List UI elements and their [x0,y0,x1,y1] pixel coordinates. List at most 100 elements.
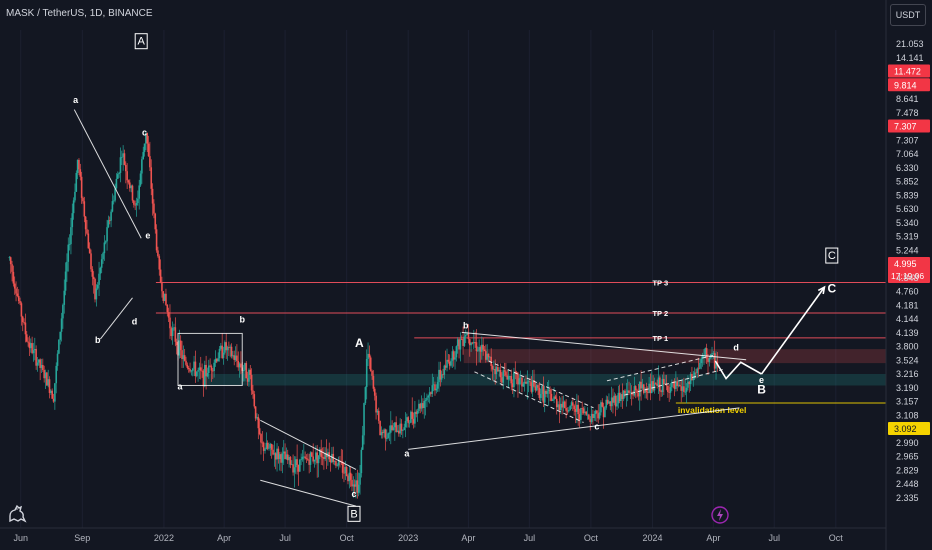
y-tick-label: 7.064 [896,149,919,159]
price-label-bg [888,78,930,92]
candle-body [210,366,213,371]
y-tick-label: 3.108 [896,410,919,420]
candle-body [430,392,432,394]
candle-body [475,342,478,352]
y-tick-label: 4.144 [896,314,919,324]
candle-body [582,408,585,414]
price-label-bg [888,64,930,78]
candle-body [625,392,628,394]
candle-body [673,382,676,389]
candle-body [207,365,210,374]
candle-body [444,365,447,368]
candle-body [507,376,510,380]
candle-body [589,419,592,423]
candle-body [474,342,476,343]
y-tick-label: 3.092 [894,424,917,434]
candle-body [88,248,91,254]
candle-body [262,442,265,451]
candle-body [114,188,116,201]
candle-body [375,395,377,413]
candle-body [368,353,371,358]
candle-body [80,176,83,198]
candle-body [356,480,359,493]
candle-body [305,458,308,459]
candle-body [16,293,19,296]
candle-body [460,339,463,341]
candle-body [510,376,513,384]
candle-body [249,369,252,375]
candle-body [561,403,563,408]
candle-body [410,411,412,423]
candle-body [145,132,147,144]
candle-body [514,371,517,373]
candle-body [708,358,711,362]
candle-body [173,327,175,329]
candle-body [13,283,16,289]
resistance-zone [463,349,886,364]
candle-body [402,430,404,431]
candle-body [713,353,716,369]
candle-body [610,397,613,407]
wave-label-b: b [95,335,101,345]
candle-body [341,461,344,473]
candle-body [205,364,207,377]
candle-body [363,403,365,436]
candle-body [112,200,115,202]
candle-body [486,353,488,360]
candle-body [695,372,697,374]
candle-body [17,295,20,302]
price-label-bg [888,257,930,283]
candle-body [347,476,349,482]
candle-body [680,386,683,391]
top-cutoff [888,26,930,32]
candle-body [320,449,323,457]
candle-body [300,459,302,461]
candle-body [50,390,52,393]
candle-body [86,229,88,234]
candle-body [697,368,700,370]
candle-body [139,173,142,186]
candle-body [523,381,526,384]
candle-body [127,180,130,183]
candle-body [217,358,219,362]
candle-body [147,143,150,157]
candle-body [273,453,276,455]
candle-body [494,369,496,375]
candle-body [60,318,63,332]
boxed-label-frame [825,247,839,264]
candle-body [649,383,652,393]
wave-label-c: c [142,128,147,138]
candle-body [182,355,185,360]
candle-body [20,303,23,317]
y-tick-label: 4.995 [894,259,917,269]
candle-body [431,385,434,394]
candle-body [450,360,452,366]
candle-body [351,479,353,487]
x-tick-label: Jul [768,533,780,543]
currency-button[interactable]: USDT [890,4,926,26]
candle-body [655,383,657,385]
candle-body [129,182,131,189]
candle-body [529,381,531,383]
candle-body [596,410,598,414]
dinosaur-logo-icon[interactable] [6,502,28,524]
candle-body [696,368,699,374]
candle-body [606,399,609,404]
lightning-bolt-icon[interactable] [711,506,729,524]
candle-body [590,413,593,423]
candle-body [483,349,486,352]
candle-body [704,348,707,355]
candle-body [636,390,638,393]
x-tick-label: Sep [74,533,90,543]
candle-body [82,197,84,202]
candle-body [497,367,499,372]
triangle-line [99,297,133,340]
candle-body [186,364,189,368]
price-label-bg [888,119,930,133]
candle-body [315,452,317,460]
y-tick-label: 7.307 [896,135,919,145]
candle-body [62,304,64,319]
candle-body [427,395,430,398]
candle-body [122,153,124,157]
candle-body [96,284,99,289]
